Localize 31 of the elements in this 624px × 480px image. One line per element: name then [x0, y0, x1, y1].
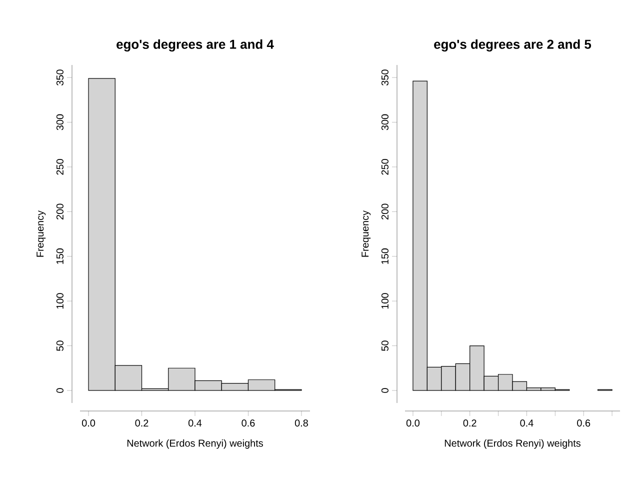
y-tick-label: 50 [56, 340, 64, 351]
x-tick-label: 0.0 [406, 420, 420, 427]
y-tick-label: 300 [56, 114, 64, 130]
y-tick-label: 100 [56, 293, 64, 309]
x-axis-title: Network (Erdos Renyi) weights [127, 439, 263, 449]
x-tick-label: 0.6 [242, 420, 255, 427]
chart-title: ego's degrees are 2 and 5 [434, 39, 592, 52]
y-tick-label: 100 [381, 293, 388, 309]
x-tick-label: 0.6 [577, 420, 590, 427]
y-tick-label: 0 [56, 388, 64, 393]
y-tick-label: 200 [381, 204, 388, 220]
x-tick-label: 0.4 [520, 420, 534, 427]
y-tick-label: 350 [381, 70, 388, 86]
y-tick-label: 250 [381, 159, 388, 175]
y-tick-label: 50 [381, 340, 388, 351]
y-tick-label: 300 [381, 114, 388, 130]
x-tick-label: 0.2 [135, 420, 148, 427]
x-tick-label: 0.2 [463, 420, 476, 427]
x-tick-label: 0.0 [82, 420, 96, 427]
y-axis-title: Frequency [362, 210, 371, 257]
x-axis-title: Network (Erdos Renyi) weights [444, 439, 580, 449]
y-tick-label: 150 [381, 248, 388, 264]
y-tick-label: 0 [381, 388, 388, 393]
y-tick-label: 350 [56, 70, 64, 86]
y-tick-label: 200 [56, 204, 64, 220]
x-tick-label: 0.4 [188, 420, 202, 427]
y-tick-label: 250 [56, 159, 64, 175]
x-tick-label: 0.8 [294, 420, 308, 427]
y-tick-label: 150 [56, 248, 64, 264]
y-axis-title: Frequency [36, 210, 46, 257]
chart-title: ego's degrees are 1 and 4 [116, 39, 274, 52]
